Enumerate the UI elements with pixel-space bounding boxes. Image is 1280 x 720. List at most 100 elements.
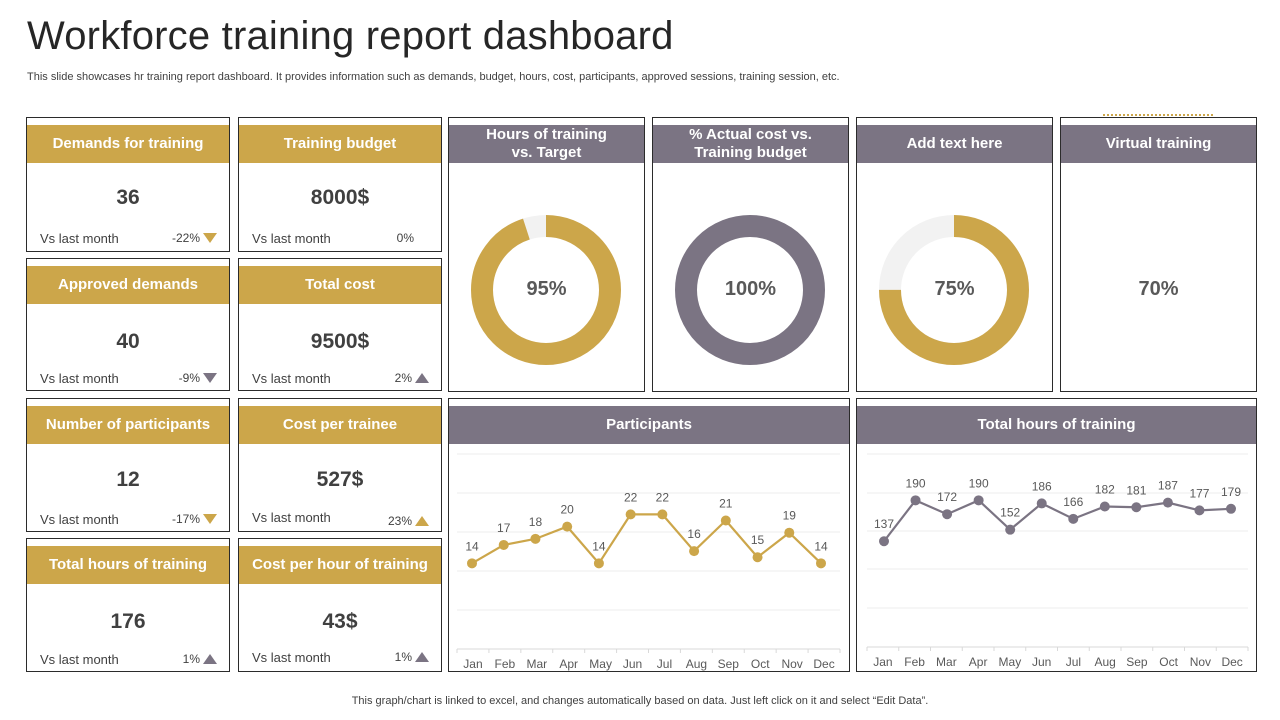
category-label: Nov <box>781 657 802 671</box>
data-label: 20 <box>561 503 575 517</box>
kpi-change-value: 1% <box>182 652 200 666</box>
data-point <box>973 495 984 506</box>
kpi-cost-per-hour-of-training: Cost per hour of training 43$ Vs last mo… <box>238 538 442 672</box>
kpi-vs-label: Vs last month <box>40 652 119 667</box>
kpi-vs-label: Vs last month <box>40 231 119 246</box>
participants-line-chart: 14 Jan 17 Feb 18 Mar 20 Apr 14 May 22 Jun 22 Jul 16 Aug… <box>456 453 841 671</box>
kpi-approved-demands: Approved demands 40 Vs last month -9% <box>26 258 230 391</box>
donut-chart <box>675 215 825 365</box>
kpi-change-value: -9% <box>178 371 200 385</box>
data-point <box>467 558 477 569</box>
data-label: 137 <box>874 517 894 531</box>
kpi-value: 8000$ <box>310 186 370 209</box>
data-point <box>1131 502 1142 513</box>
page-subtitle: This slide showcases hr training report … <box>27 71 840 83</box>
kpi-demands-for-training: Demands for training 36 Vs last month -2… <box>26 117 230 252</box>
donut-title-line2: vs. Target <box>511 144 582 161</box>
data-point <box>530 533 541 544</box>
data-label: 15 <box>751 533 765 547</box>
data-label: 182 <box>1095 482 1115 496</box>
page-title: Workforce training report dashboard <box>27 14 674 58</box>
kpi-change: -22% <box>172 231 217 245</box>
data-point <box>784 527 795 538</box>
kpi-title: Demands for training <box>27 125 229 163</box>
data-point <box>879 536 889 547</box>
trend-down-icon <box>203 233 217 243</box>
total-hours-line-chart: 137 Jan 190 Feb 172 Mar 190 Apr 152 May 186 Jun 166 J… <box>866 453 1249 669</box>
kpi-title: Number of participants <box>27 406 229 444</box>
category-label: Oct <box>751 657 770 671</box>
data-point <box>657 509 668 520</box>
data-point <box>1226 503 1236 514</box>
donut-title: Hours of training vs. Target <box>449 125 644 163</box>
data-point <box>942 509 953 520</box>
kpi-vs-label: Vs last month <box>252 650 331 665</box>
chart-title: Total hours of training <box>857 406 1256 444</box>
data-point <box>498 539 509 550</box>
donut-chart <box>879 215 1029 365</box>
donut-title-line1: Hours of training <box>486 126 607 143</box>
data-label: 14 <box>465 539 479 553</box>
data-point <box>910 495 921 506</box>
donut-title: Add text here <box>857 125 1052 163</box>
category-label: Aug <box>686 657 707 671</box>
category-label: Mar <box>526 657 547 671</box>
data-label: 190 <box>906 476 926 490</box>
kpi-change: 1% <box>183 652 217 666</box>
donut-value: 75% <box>934 278 975 300</box>
series-line <box>471 513 822 566</box>
data-label: 177 <box>1189 486 1209 500</box>
data-point <box>689 546 700 557</box>
category-label: Jul <box>1066 655 1081 669</box>
chart-card-total-hours: Total hours of training 137 Jan 190 Feb 172 M… <box>856 398 1257 672</box>
category-label: Feb <box>904 655 925 669</box>
trend-up-icon <box>415 373 429 383</box>
kpi-total-hours-of-training: Total hours of training 176 Vs last mont… <box>26 538 230 672</box>
data-point <box>562 521 573 532</box>
donut-title: % Actual cost vs. Training budget <box>653 125 848 163</box>
donut-chart <box>471 215 621 365</box>
data-label: 179 <box>1221 485 1241 499</box>
trend-up-icon <box>415 516 429 526</box>
data-label: 22 <box>624 490 638 504</box>
card-title: Virtual training <box>1061 125 1256 163</box>
chart-card-participants: Participants 14 Jan 17 Feb 18 Mar 20 Apr 14 May 22… <box>448 398 850 672</box>
data-label: 18 <box>529 515 543 529</box>
data-label: 166 <box>1063 495 1083 509</box>
data-label: 14 <box>592 539 606 553</box>
trend-down-icon <box>203 373 217 383</box>
kpi-number-of-participants: Number of participants 12 Vs last month … <box>26 398 230 532</box>
data-label: 172 <box>937 490 957 504</box>
category-label: Oct <box>1159 655 1178 669</box>
kpi-vs-label: Vs last month <box>40 512 119 527</box>
data-label: 14 <box>814 539 828 553</box>
kpi-vs-label: Vs last month <box>252 231 331 246</box>
donut-card-actual-cost-vs-budget: % Actual cost vs. Training budget 100% <box>652 117 849 392</box>
dotted-divider <box>1103 114 1213 116</box>
kpi-change: 0% <box>397 231 414 245</box>
donut-card-hours-vs-target: Hours of training vs. Target 95% <box>448 117 645 392</box>
data-point <box>1162 497 1173 508</box>
category-label: Feb <box>495 657 516 671</box>
kpi-value: 43$ <box>322 610 358 633</box>
data-label: 187 <box>1158 479 1178 493</box>
data-label: 190 <box>969 476 989 490</box>
category-label: Mar <box>936 655 957 669</box>
data-label: 152 <box>1000 506 1020 520</box>
kpi-vs-label: Vs last month <box>252 371 331 386</box>
virtual-training-value: 70% <box>1138 278 1179 300</box>
data-point <box>1068 513 1079 524</box>
category-label: May <box>589 657 612 671</box>
donut-title-line2: Training budget <box>694 144 807 161</box>
category-label: Jan <box>463 657 482 671</box>
kpi-change: 23% <box>388 514 429 528</box>
data-label: 22 <box>656 490 670 504</box>
chart-title: Participants <box>449 406 849 444</box>
category-label: Dec <box>813 657 834 671</box>
data-point <box>1194 505 1205 516</box>
category-label: Sep <box>1126 655 1148 669</box>
kpi-cost-per-trainee: Cost per trainee 527$ Vs last month 23% <box>238 398 442 532</box>
donut-value: 95% <box>526 278 567 300</box>
category-label: Apr <box>559 657 578 671</box>
trend-down-icon <box>203 514 217 524</box>
